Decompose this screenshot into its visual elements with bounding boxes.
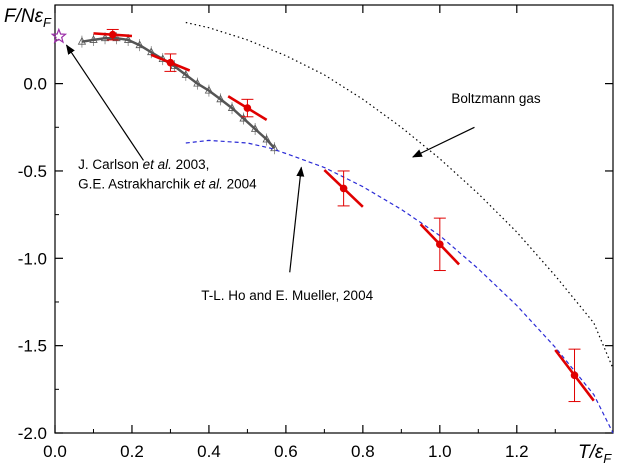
annotation-arrow [411, 126, 475, 158]
data-point [166, 58, 175, 67]
x-tick-label: 0.4 [197, 442, 221, 461]
x-tick-label: 1.2 [505, 442, 529, 461]
data-point [570, 371, 579, 380]
annotation-label: G.E. Astrakharchik et al. 2004 [78, 176, 257, 191]
annotations: Boltzmann gas J. Carlson et al. 2003, G.E.… [65, 44, 541, 303]
y-tick-label: -1.5 [18, 337, 47, 356]
data-points [50, 27, 595, 403]
x-tick-label: 1.0 [428, 442, 452, 461]
star-point [50, 27, 68, 44]
x-tick-label: 0.0 [43, 442, 67, 461]
y-tick-label: 0.0 [23, 75, 47, 94]
x-axis-title: T/εF [578, 442, 612, 466]
boltzmann-gas-curve [185, 21, 614, 369]
plot-frame [54, 4, 614, 434]
data-point [436, 240, 444, 249]
annotation-label: Boltzmann gas [451, 91, 541, 106]
y-tick-label: -2.0 [18, 424, 47, 443]
y-tick-label: -0.5 [18, 162, 47, 181]
annotation-arrow [289, 166, 305, 273]
annotation-label: T-L. Ho and E. Mueller, 2004 [201, 288, 373, 303]
axis-ticks: 0.0 0.2 0.4 0.6 0.8 1.0 1.2 0.0 -0.5 -1.0 -1.5 -2.0 [18, 5, 613, 461]
y-tick-label: -1.0 [18, 249, 47, 268]
qmc-band-line [81, 36, 276, 150]
x-tick-label: 0.6 [274, 442, 298, 461]
ho-mueller-curve [185, 139, 614, 434]
y-axis-title: F/NεF [4, 6, 52, 30]
data-point [108, 30, 117, 39]
annotation-label: J. Carlson et al. 2003, [78, 157, 209, 172]
data-point [339, 184, 348, 193]
curves [77, 21, 614, 434]
x-tick-label: 0.8 [351, 442, 375, 461]
data-point [243, 104, 252, 112]
annotation-arrow [65, 44, 145, 161]
x-tick-label: 0.2 [120, 442, 144, 461]
